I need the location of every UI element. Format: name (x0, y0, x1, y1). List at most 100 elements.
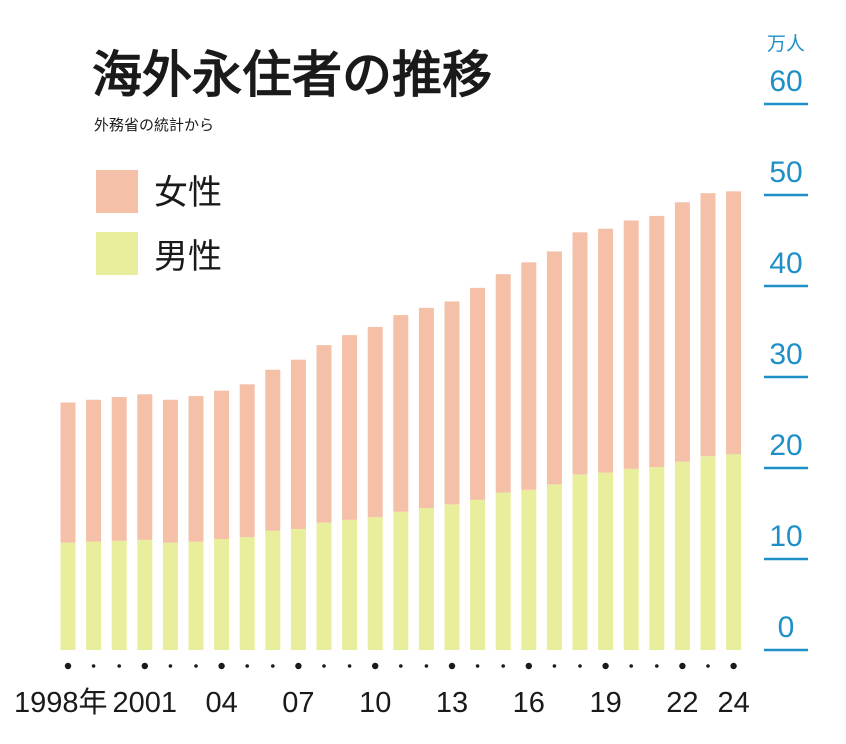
x-tick-label-1998: 1998年 (14, 686, 108, 719)
bar-male-2012 (418, 508, 434, 650)
bar-female-2003 (188, 396, 204, 542)
x-tick-dot-2023 (706, 664, 710, 668)
bar-male-2022 (674, 461, 690, 650)
bar-male-2003 (188, 541, 204, 650)
x-tick-dot-2008 (322, 664, 326, 668)
bar-male-2023 (700, 456, 716, 650)
x-tick-dot-2003 (194, 664, 198, 668)
bar-female-2021 (649, 215, 665, 468)
bar-male-2001 (137, 539, 153, 650)
x-tick-dot-2004 (218, 662, 225, 670)
x-tick-dot-2020 (629, 664, 633, 668)
x-tick-dot-2000 (117, 664, 121, 668)
x-tick-label-2013: 13 (436, 687, 468, 719)
bar-male-2002 (162, 542, 178, 650)
bar-male-2019 (598, 472, 614, 650)
y-axis-unit: 万人 (767, 33, 805, 55)
x-tick-dot-2016 (525, 662, 532, 670)
bar-female-2002 (162, 399, 178, 543)
x-tick-dot-2017 (552, 664, 557, 668)
bar-male-2017 (546, 484, 562, 650)
x-tick-dot-2019 (602, 662, 609, 670)
legend-swatch-male (96, 232, 138, 275)
x-tick-dot-2006 (271, 664, 275, 668)
y-tick-label-50: 50 (769, 156, 802, 189)
bar-male-1999 (86, 541, 102, 650)
x-tick-label-2016: 16 (513, 687, 545, 719)
bar-female-2012 (418, 307, 434, 509)
x-tick-dot-2002 (168, 664, 173, 668)
bar-female-2004 (214, 390, 230, 539)
legend-swatch-female (96, 170, 138, 213)
bar-female-2024 (726, 191, 742, 455)
bar-female-2018 (572, 232, 588, 475)
chart-subtitle: 外務省の統計から (94, 116, 214, 134)
bar-male-2015 (495, 492, 511, 650)
x-tick-dot-2022 (679, 662, 686, 670)
x-tick-dot-2005 (245, 664, 249, 668)
bar-male-2014 (470, 499, 486, 650)
x-tick-label-2007: 07 (282, 687, 314, 719)
x-tick-label-2022: 22 (666, 687, 698, 719)
bar-female-2005 (239, 384, 255, 538)
bar-female-2007 (290, 359, 306, 529)
bar-female-2013 (444, 301, 460, 505)
bar-female-2015 (495, 274, 511, 493)
bar-female-1998 (60, 402, 76, 543)
bar-female-2008 (316, 345, 332, 523)
bar-female-2020 (623, 220, 639, 469)
x-tick-dot-2013 (448, 662, 456, 670)
bar-male-2011 (393, 511, 409, 650)
x-tick-dot-2021 (655, 664, 659, 668)
x-tick-dot-2012 (424, 664, 429, 668)
bar-male-2016 (521, 489, 537, 650)
x-tick-label-2010: 10 (359, 687, 391, 719)
bar-female-2006 (265, 369, 281, 531)
bar-male-2010 (367, 517, 383, 650)
bar-female-2016 (521, 262, 537, 490)
bar-female-2011 (393, 315, 409, 512)
bar-male-2007 (290, 528, 306, 650)
bar-male-2018 (572, 474, 588, 650)
x-tick-dot-2014 (475, 664, 480, 668)
legend-label-female: 女性 (154, 173, 222, 213)
bars-group (60, 191, 742, 650)
y-tick-label-10: 10 (769, 520, 802, 553)
x-tick-dot-2015 (501, 664, 506, 668)
legend-label-male: 男性 (154, 237, 222, 277)
bar-male-2020 (623, 468, 639, 650)
y-tick-label-0: 0 (778, 611, 795, 644)
bar-female-1999 (86, 399, 102, 542)
bar-male-2008 (316, 522, 332, 650)
bar-male-2006 (265, 530, 281, 650)
y-tick-label-30: 30 (769, 338, 802, 371)
bar-female-2022 (674, 202, 690, 462)
bar-female-2001 (137, 394, 153, 540)
bar-female-2023 (700, 193, 716, 457)
bar-male-2000 (111, 540, 127, 650)
x-tick-dot-2024 (730, 662, 737, 670)
bar-male-2004 (214, 538, 230, 650)
x-tick-dot-2009 (347, 664, 352, 668)
x-tick-dot-2007 (295, 662, 302, 670)
x-tick-dot-2010 (372, 662, 379, 670)
bar-female-2009 (342, 335, 358, 520)
bar-female-2010 (367, 326, 383, 518)
x-tick-dot-1999 (91, 664, 96, 668)
x-tick-dot-2018 (578, 664, 582, 668)
bar-male-2013 (444, 504, 460, 650)
x-tick-dot-1998 (64, 662, 72, 670)
bar-female-2017 (546, 251, 562, 485)
x-axis: 1998年 2001 04 07 10 13 16 19 22 24 (14, 662, 750, 719)
x-tick-label-2004: 04 (205, 687, 237, 719)
y-axis: 0 10 20 30 40 50 60 (764, 65, 808, 652)
bar-male-2005 (239, 537, 255, 650)
bar-male-2009 (342, 519, 358, 650)
x-tick-label-2001: 2001 (113, 687, 178, 719)
bar-female-2014 (470, 287, 486, 500)
x-tick-dot-2011 (399, 664, 403, 668)
legend: 女性 男性 (96, 170, 222, 277)
bar-female-2000 (111, 397, 127, 541)
bar-female-2019 (598, 228, 614, 473)
